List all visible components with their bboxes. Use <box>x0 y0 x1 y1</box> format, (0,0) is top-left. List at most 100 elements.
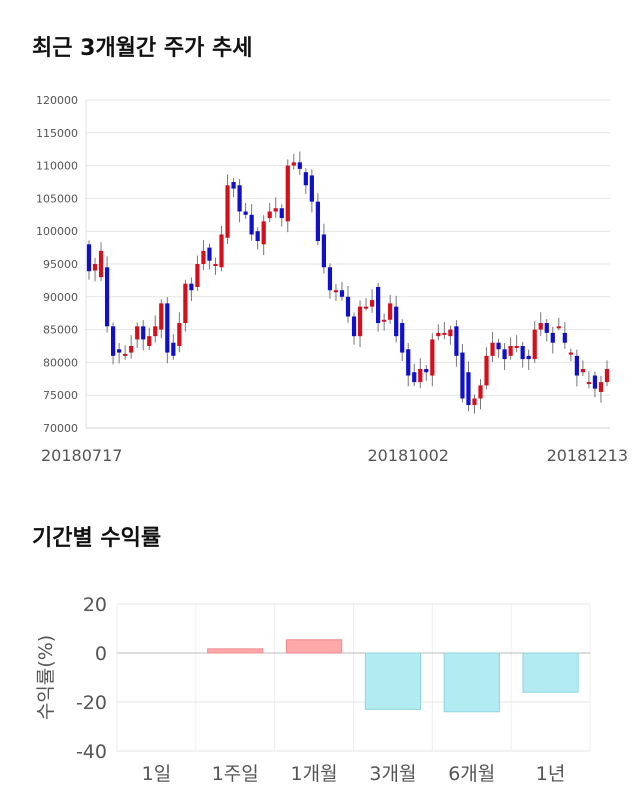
candle-body <box>538 323 543 330</box>
candle-body <box>207 247 212 261</box>
candle-body <box>309 175 314 202</box>
candle-body <box>472 398 477 406</box>
candle-body <box>418 368 423 383</box>
y-tick-label: 110000 <box>36 160 78 173</box>
candle-body <box>478 385 483 399</box>
candle-body <box>568 352 573 355</box>
candle-body <box>147 336 152 346</box>
y-tick-label: 0 <box>95 643 107 665</box>
candle-body <box>291 162 296 166</box>
y-tick-label: 80000 <box>43 356 78 369</box>
candle-body <box>104 267 110 327</box>
candle-body <box>231 182 236 189</box>
return-bar <box>285 639 343 654</box>
candle-body <box>285 165 290 222</box>
candle-body <box>460 352 465 399</box>
candle-body <box>279 208 284 219</box>
y-tick-label: 105000 <box>36 192 78 205</box>
candle-body <box>442 332 447 335</box>
candle-body <box>514 346 519 348</box>
y-tick-label: 115000 <box>36 127 78 140</box>
candle-body <box>195 264 200 287</box>
y-tick-label: 90000 <box>43 291 78 304</box>
candle-body <box>490 342 495 356</box>
candle-body <box>394 306 399 337</box>
candle-body <box>369 300 375 307</box>
returns-bar-chart: 20 0 -20 -40 1일 1주일 1개월 3개월 6개월 1년 수익률(%) <box>35 594 591 785</box>
candle-body <box>321 234 327 268</box>
candle-body <box>117 349 122 353</box>
y-tick-label: 100000 <box>36 225 78 238</box>
candle-body <box>327 267 333 291</box>
y-tick-label: -20 <box>76 692 107 714</box>
x-category-label: 3개월 <box>369 763 416 785</box>
candle-body <box>225 185 230 238</box>
candle-body <box>351 316 357 337</box>
candle-body <box>592 375 598 389</box>
candle-body <box>213 264 218 266</box>
candle-body <box>177 323 182 346</box>
candle-body <box>165 303 170 353</box>
candle-body <box>436 332 441 337</box>
candle-body <box>267 211 272 219</box>
y-tick-label: 95000 <box>43 258 78 271</box>
candle-body <box>303 172 308 186</box>
candle-body <box>430 339 435 376</box>
y-tick-label: 85000 <box>43 324 78 337</box>
return-bar <box>522 652 579 693</box>
candle-body <box>315 201 320 242</box>
candle-body <box>345 296 351 317</box>
candle-body <box>135 326 140 340</box>
y-axis-label: 수익률(%) <box>35 635 57 720</box>
candle-body <box>153 326 158 337</box>
candle-body <box>556 326 561 329</box>
candle-body <box>424 368 429 373</box>
candle-body <box>496 342 501 350</box>
candle-body <box>502 349 507 360</box>
candle-body <box>520 346 525 360</box>
candle-body <box>376 286 381 324</box>
candle-body <box>412 372 417 383</box>
return-bar <box>207 648 264 654</box>
candle-body <box>201 250 206 264</box>
x-category-label: 1년 <box>536 763 566 785</box>
y-tick-label: 70000 <box>43 422 78 435</box>
candle-body <box>406 349 411 376</box>
candle-body <box>580 368 586 373</box>
candle-body <box>586 382 592 385</box>
candle-body <box>400 323 405 353</box>
candle-body <box>448 329 453 337</box>
candle-body <box>574 355 579 376</box>
candle-body <box>243 211 248 215</box>
candle-body <box>388 303 393 320</box>
candle-body <box>255 231 260 242</box>
candle-body <box>237 185 242 212</box>
candle-body <box>454 326 459 356</box>
candle-body <box>273 208 278 212</box>
x-category-label: 1일 <box>142 763 172 785</box>
y-tick-label: 75000 <box>43 389 78 402</box>
y-tick-label: 20 <box>83 594 107 616</box>
candle-body <box>526 355 531 360</box>
candle-body <box>544 323 549 333</box>
candle-body <box>550 332 555 343</box>
candle-body <box>183 283 188 324</box>
x-category-label: 1주일 <box>212 763 259 785</box>
x-category-label: 1개월 <box>291 763 338 785</box>
price-trend-title: 최근 3개월간 주가 추세 <box>32 36 253 61</box>
candle-body <box>363 306 369 309</box>
candle-body <box>98 250 104 278</box>
x-tick-label: 20180717 <box>41 446 122 465</box>
candle-body <box>532 329 537 360</box>
candle-body <box>382 319 387 322</box>
candle-body <box>484 355 489 386</box>
candle-body <box>86 244 92 272</box>
candle-body <box>604 368 610 383</box>
candle-body <box>261 221 266 245</box>
candle-body <box>129 346 134 353</box>
candle-body <box>562 332 567 343</box>
candle-body <box>219 234 224 268</box>
candle-body <box>123 353 128 356</box>
candle-body <box>92 264 98 271</box>
y-tick-label: 120000 <box>36 94 78 107</box>
